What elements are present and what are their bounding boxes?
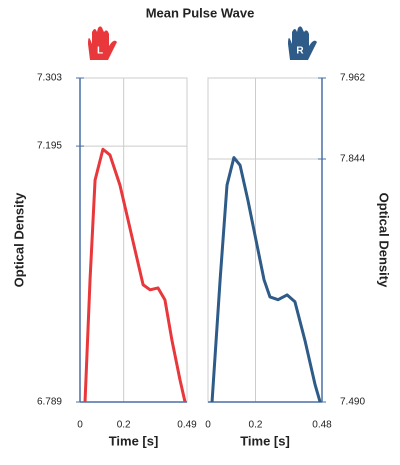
line-series (210, 156, 322, 403)
hand-icon (88, 26, 117, 60)
line-series (83, 147, 187, 403)
x-tick-label: 0.2 (117, 420, 131, 431)
x-axis-label: Time [s] (240, 433, 290, 448)
chart-title: Mean Pulse Wave (146, 5, 255, 20)
y-axis-label: Optical Density (377, 193, 392, 288)
y-tick-label: 7.962 (340, 73, 365, 84)
y-tick-label: 6.789 (37, 397, 62, 408)
y-tick-label: 7.195 (37, 141, 62, 152)
x-tick-label: 0 (77, 420, 83, 431)
y-tick-label: 7.303 (37, 73, 62, 84)
y-axis-label: Optical Density (11, 192, 26, 287)
hand-icon (288, 26, 317, 60)
hand-label: R (296, 46, 304, 57)
x-tick-label: 0 (205, 420, 211, 431)
x-tick-label: 0.2 (249, 420, 263, 431)
x-axis-label: Time [s] (109, 433, 159, 448)
hand-label: L (97, 46, 103, 57)
x-tick-label: 0.48 (312, 420, 332, 431)
y-tick-label: 7.490 (340, 397, 365, 408)
y-tick-label: 7.844 (340, 154, 365, 165)
plot-area (207, 77, 323, 403)
x-tick-label: 0.49 (177, 420, 197, 431)
